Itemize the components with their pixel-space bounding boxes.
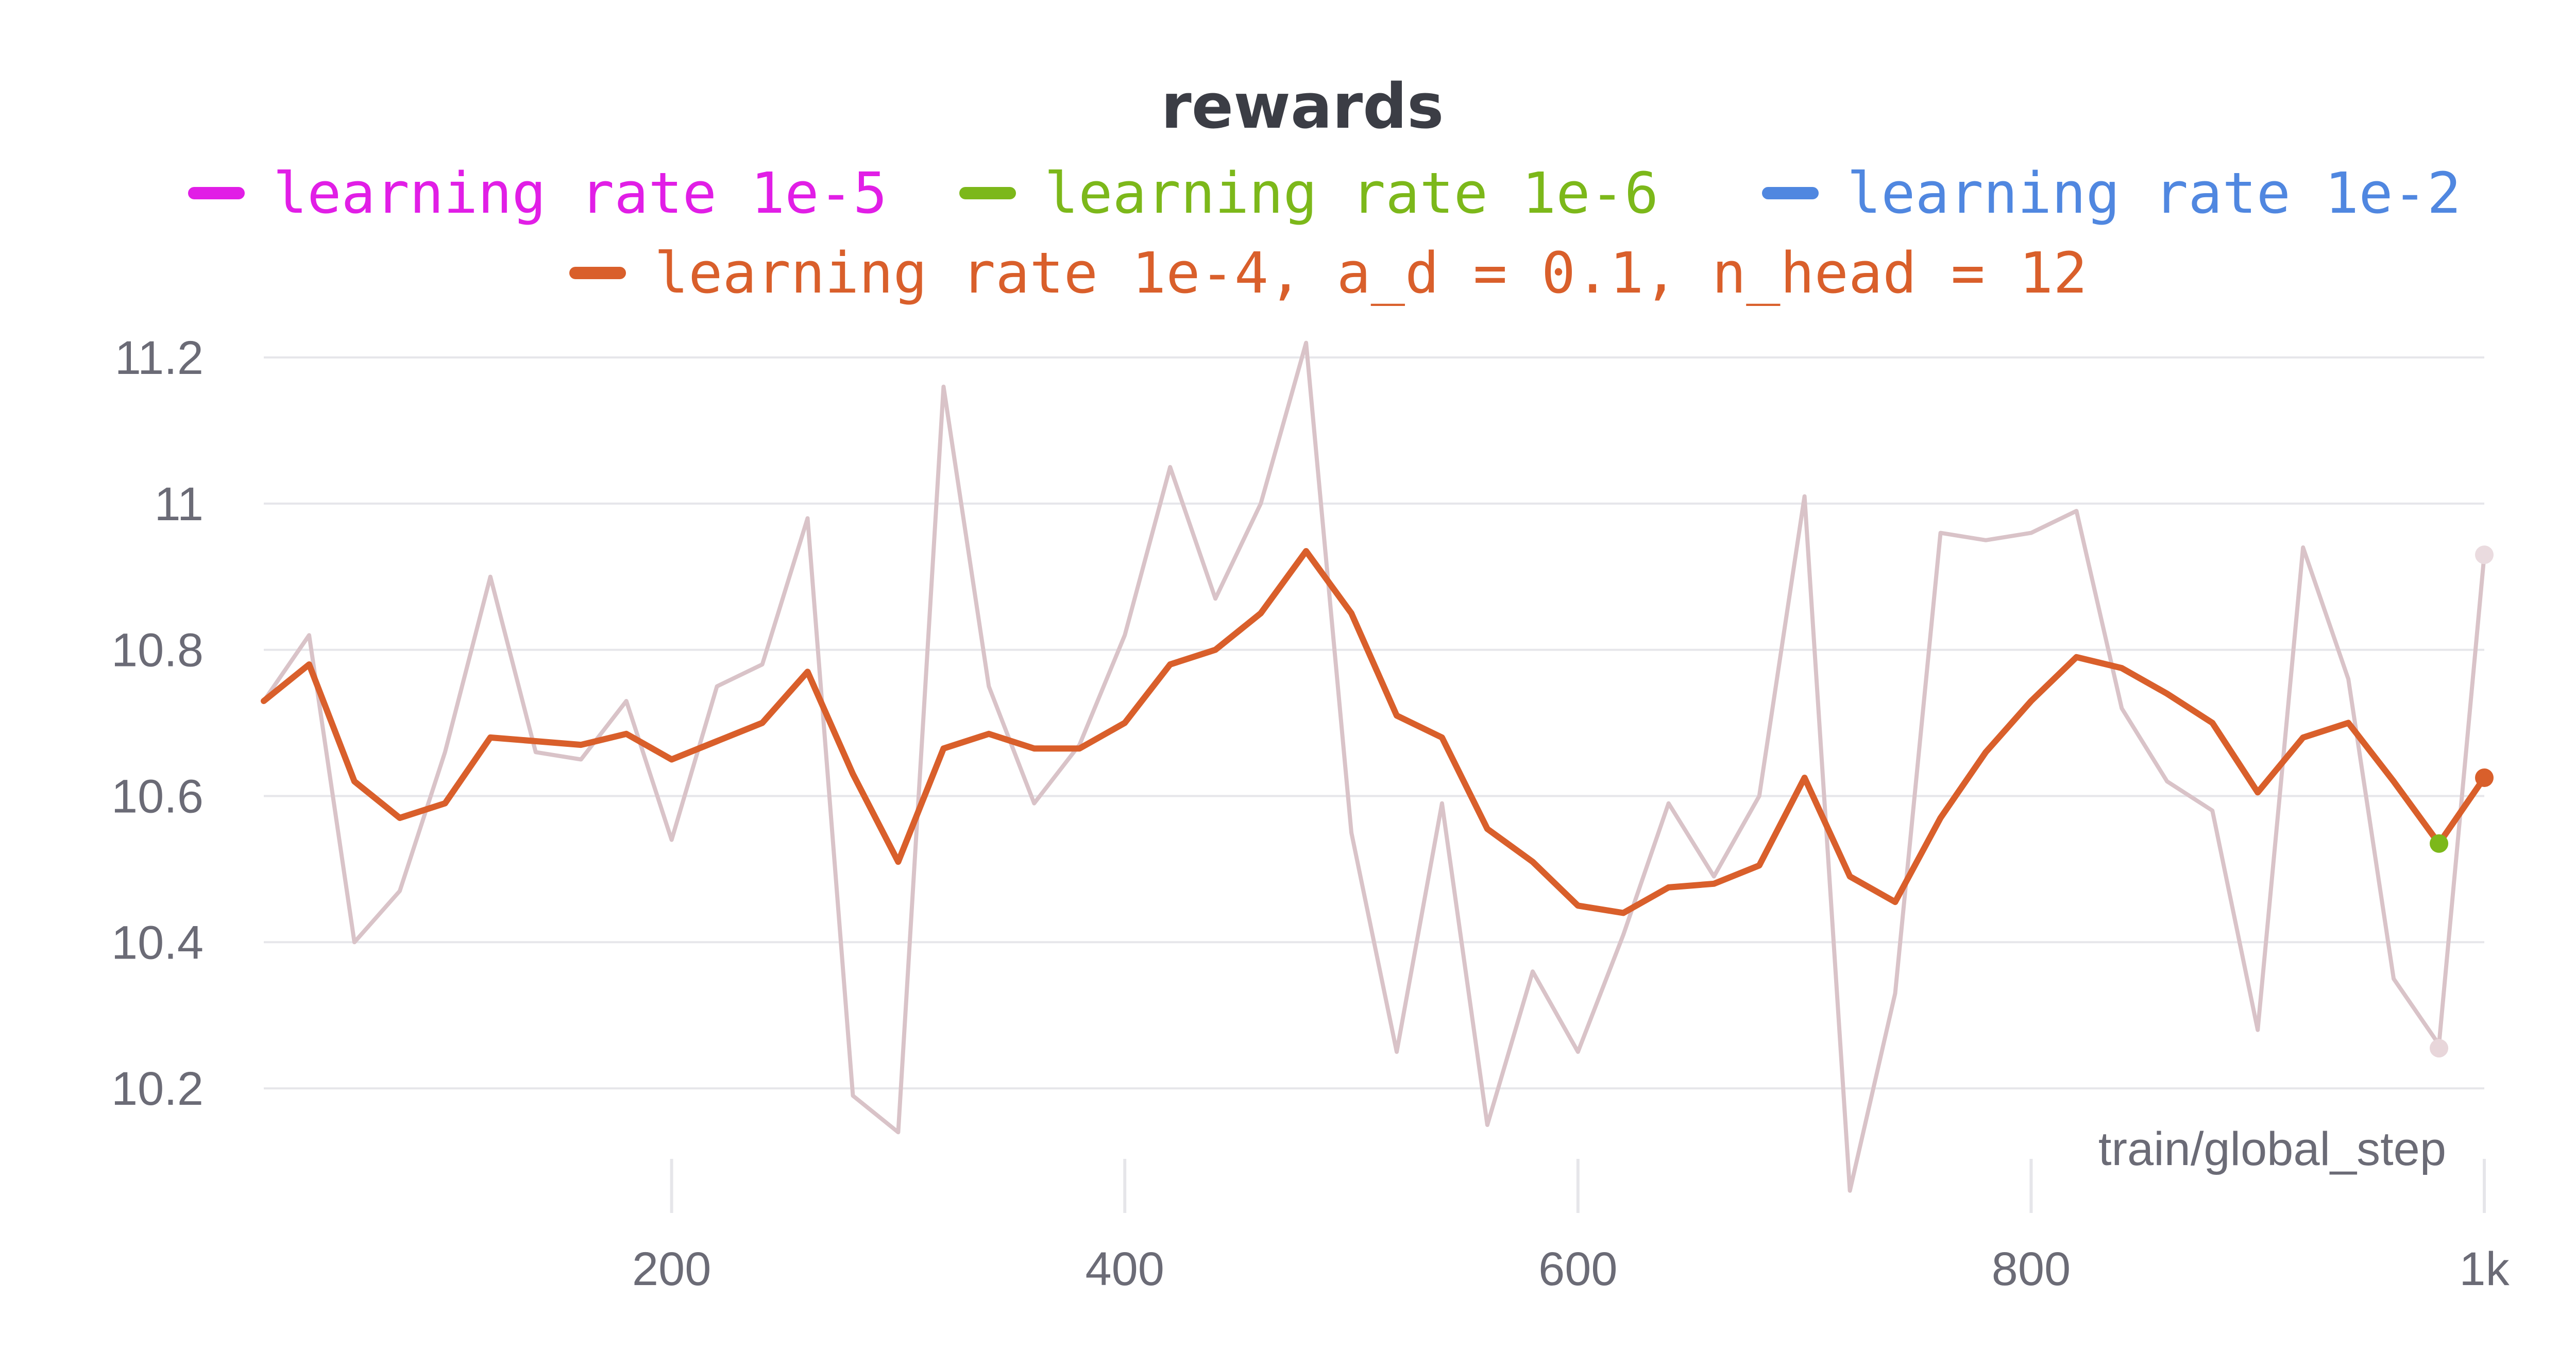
legend-label: learning rate 1e-5 bbox=[273, 160, 887, 226]
series-line-raw bbox=[262, 340, 2486, 1193]
y-tick-label: 11 bbox=[154, 478, 204, 531]
y-tick-label: 10.2 bbox=[111, 1063, 204, 1115]
x-tick-label: 200 bbox=[632, 1243, 711, 1295]
legend-label: learning rate 1e-4, a_d = 0.1, n_head = … bbox=[654, 240, 2087, 306]
end-marker-point bbox=[2430, 1039, 2449, 1058]
chart-title: rewards bbox=[1161, 71, 1444, 143]
legend: learning rate 1e-5 learning rate 1e-6 lear… bbox=[188, 160, 2461, 306]
x-tick-label: 1k bbox=[2459, 1243, 2510, 1295]
y-tick-label: 10.8 bbox=[111, 624, 204, 677]
end-marker-point bbox=[2475, 768, 2494, 787]
end-markers bbox=[2430, 545, 2494, 1058]
y-axis-ticks: 10.2 10.4 10.6 10.8 11 11.2 bbox=[111, 332, 204, 1115]
end-marker-point bbox=[2475, 545, 2494, 565]
legend-label: learning rate 1e-6 bbox=[1044, 160, 1658, 226]
x-axis-ticks: 200 400 600 800 1k bbox=[632, 1159, 2510, 1295]
y-tick-label: 10.4 bbox=[111, 916, 204, 969]
x-axis-label: train/global_step bbox=[2098, 1123, 2446, 1175]
end-marker-point bbox=[2430, 834, 2449, 853]
legend-swatch bbox=[959, 187, 1016, 199]
grid-lines bbox=[264, 356, 2484, 1090]
x-tick-label: 800 bbox=[1992, 1243, 2071, 1295]
series-lines bbox=[261, 340, 2487, 1193]
legend-swatch bbox=[1762, 187, 1819, 199]
legend-swatch bbox=[188, 187, 245, 199]
y-tick-label: 11.2 bbox=[115, 332, 204, 384]
x-tick-label: 400 bbox=[1085, 1243, 1164, 1295]
legend-swatch bbox=[569, 267, 626, 279]
series-line-smoothed bbox=[261, 548, 2487, 916]
legend-label: learning rate 1e-2 bbox=[1847, 160, 2461, 226]
y-tick-label: 10.6 bbox=[111, 770, 204, 823]
x-tick-label: 600 bbox=[1538, 1243, 1618, 1295]
